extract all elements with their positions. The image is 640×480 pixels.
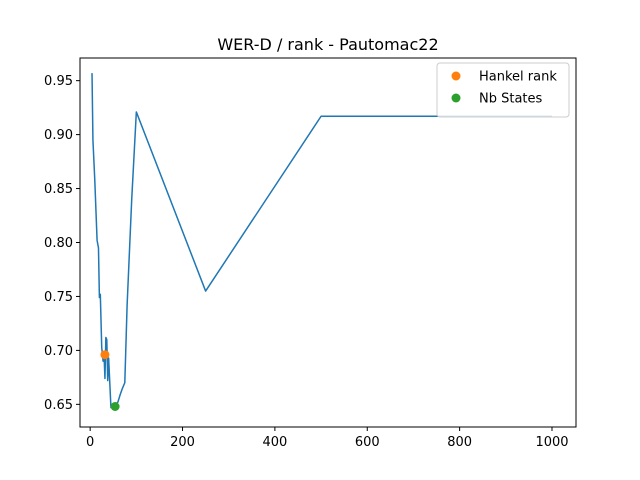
y-tick-label: 0.75 — [44, 290, 73, 305]
x-tick-label: 1000 — [535, 435, 568, 450]
plot-area — [91, 73, 552, 411]
x-tick-label: 0 — [86, 435, 94, 450]
x-tick-label: 200 — [170, 435, 195, 450]
y-tick-label: 0.80 — [44, 236, 73, 251]
y-tick-label: 0.85 — [44, 182, 73, 197]
legend-label: Hankel rank — [479, 70, 557, 85]
legend: Hankel rank Nb States — [436, 62, 570, 118]
marker-nb-states — [110, 402, 120, 411]
legend-marker — [451, 93, 461, 103]
legend-box — [436, 62, 570, 118]
y-tick-label: 0.65 — [44, 398, 73, 413]
marker-hankel-rank — [100, 350, 110, 360]
x-tick-label: 600 — [355, 435, 380, 450]
legend-label: Nb States — [479, 92, 543, 107]
x-tick-label: 800 — [447, 435, 472, 450]
y-tick-label: 0.95 — [44, 74, 73, 89]
series-line — [91, 73, 552, 409]
y-tick-label: 0.90 — [44, 128, 73, 143]
chart-title: WER-D / rank - Pautomac22 — [217, 35, 438, 54]
y-tick-label: 0.70 — [44, 344, 73, 359]
axes: 0 200 400 600 800 1000 0.65 0.70 0.75 0.80 0.85 0.9… — [44, 74, 568, 450]
x-tick-label: 400 — [262, 435, 287, 450]
legend-marker — [451, 71, 461, 81]
